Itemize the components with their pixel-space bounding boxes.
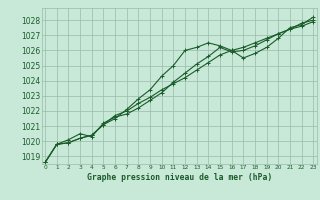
X-axis label: Graphe pression niveau de la mer (hPa): Graphe pression niveau de la mer (hPa) bbox=[87, 173, 272, 182]
